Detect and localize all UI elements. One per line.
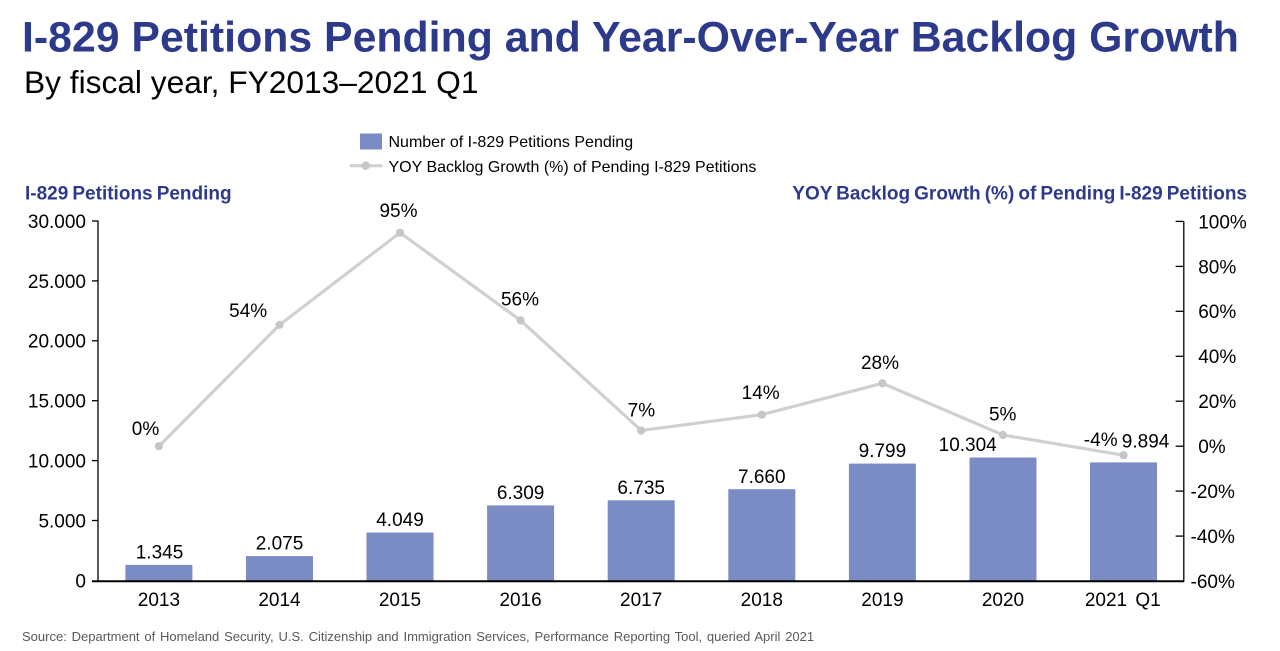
svg-text:-20%: -20% <box>1191 482 1235 503</box>
svg-text:-60%: -60% <box>1191 572 1235 593</box>
svg-text:-4%: -4% <box>1084 430 1118 451</box>
svg-text:2020: 2020 <box>982 590 1024 611</box>
svg-text:9.799: 9.799 <box>859 441 907 462</box>
svg-text:2017: 2017 <box>620 590 662 611</box>
svg-text:0%: 0% <box>1198 437 1226 458</box>
svg-text:2016: 2016 <box>499 590 541 611</box>
svg-text:56%: 56% <box>501 290 539 311</box>
svg-text:40%: 40% <box>1198 347 1236 368</box>
svg-text:60%: 60% <box>1198 302 1236 323</box>
svg-text:-40%: -40% <box>1191 527 1235 548</box>
svg-text:By fiscal year, FY2013–2021 Q1: By fiscal year, FY2013–2021 Q1 <box>24 64 478 100</box>
svg-text:2.075: 2.075 <box>256 534 304 555</box>
svg-text:Source: Department of Homeland: Source: Department of Homeland Security,… <box>22 629 814 644</box>
svg-text:6.309: 6.309 <box>497 483 545 504</box>
svg-text:YOY Backlog Growth (%) of Pend: YOY Backlog Growth (%) of Pending I-829 … <box>792 184 1247 205</box>
svg-text:20%: 20% <box>1198 392 1236 413</box>
svg-text:20.000: 20.000 <box>28 332 86 353</box>
svg-text:I-829 Petitions Pending and Ye: I-829 Petitions Pending and Year-Over-Ye… <box>22 14 1239 62</box>
svg-text:0%: 0% <box>132 419 160 440</box>
svg-text:25.000: 25.000 <box>28 272 86 293</box>
svg-text:15.000: 15.000 <box>28 392 86 413</box>
svg-text:7.660: 7.660 <box>738 467 786 488</box>
svg-text:Number of I-829 Petitions Pend: Number of I-829 Petitions Pending <box>389 134 634 151</box>
svg-text:4.049: 4.049 <box>376 510 424 531</box>
svg-text:2018: 2018 <box>741 590 783 611</box>
svg-text:7%: 7% <box>628 401 656 422</box>
svg-text:2013: 2013 <box>138 590 180 611</box>
svg-text:I-829 Petitions Pending: I-829 Petitions Pending <box>25 184 232 205</box>
svg-text:95%: 95% <box>379 201 417 222</box>
svg-text:9.894: 9.894 <box>1122 432 1170 453</box>
svg-text:10.000: 10.000 <box>28 452 86 473</box>
svg-text:80%: 80% <box>1198 257 1236 278</box>
svg-text:YOY Backlog Growth (%) of Pend: YOY Backlog Growth (%) of Pending I-829 … <box>389 159 757 176</box>
svg-text:2014: 2014 <box>258 590 301 611</box>
svg-text:2019: 2019 <box>861 590 903 611</box>
svg-text:14%: 14% <box>742 383 780 404</box>
svg-text:30.000: 30.000 <box>28 212 86 233</box>
svg-text:100%: 100% <box>1198 212 1247 233</box>
svg-text:0: 0 <box>75 571 86 592</box>
svg-text:6.735: 6.735 <box>617 478 665 499</box>
svg-text:54%: 54% <box>229 301 267 322</box>
svg-text:2015: 2015 <box>379 590 421 611</box>
svg-text:5.000: 5.000 <box>38 511 86 532</box>
svg-text:1.345: 1.345 <box>136 543 184 564</box>
svg-text:5%: 5% <box>989 405 1017 426</box>
svg-text:2021 Q1: 2021 Q1 <box>1085 590 1161 611</box>
svg-text:10.304: 10.304 <box>939 435 998 456</box>
svg-text:28%: 28% <box>861 353 899 374</box>
